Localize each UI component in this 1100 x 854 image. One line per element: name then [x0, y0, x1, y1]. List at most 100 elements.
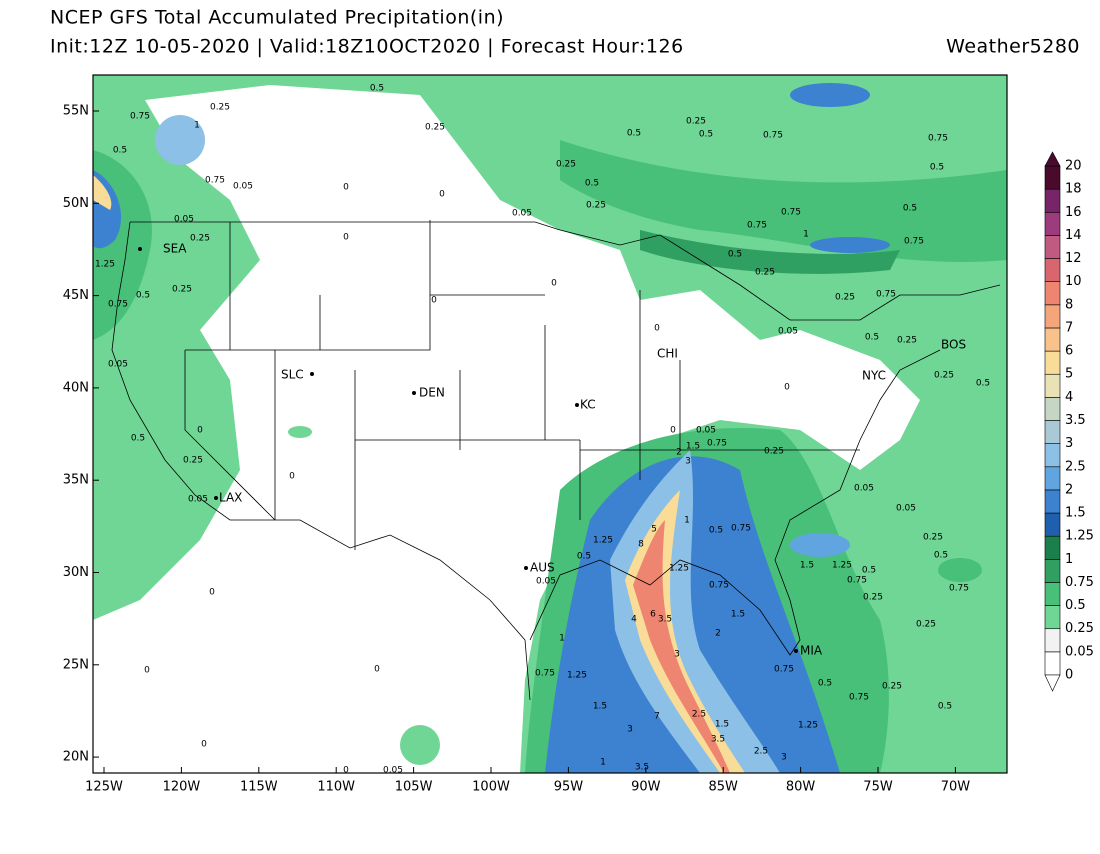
colorbar-box: [1044, 466, 1061, 491]
lat-label: 30N: [63, 565, 89, 580]
lon-label: 70W: [941, 780, 971, 795]
contour-label: 1.25: [567, 671, 587, 681]
contour-label: 1: [684, 516, 690, 526]
colorbar-box: [1044, 559, 1061, 583]
colorbar-box: [1044, 420, 1061, 444]
contour-label: 0.5: [903, 204, 917, 214]
contour-label: 5: [651, 525, 657, 535]
colorbar-box: [1044, 211, 1061, 236]
city-label: DEN: [419, 386, 445, 400]
contour-label: 0.25: [764, 447, 784, 457]
contour-label: 0.05: [108, 360, 128, 370]
contour-label: 0: [654, 324, 660, 334]
contour-label: 0.75: [904, 237, 924, 247]
colorbar-box: [1044, 281, 1061, 306]
contour-label: 0: [551, 279, 557, 289]
contour-label: 0.05: [696, 426, 716, 436]
contour-label: 0: [209, 588, 215, 598]
contour-label: 4: [631, 615, 637, 625]
lat-label: 20N: [63, 750, 89, 765]
colorbar-box: [1044, 258, 1061, 282]
colorbar-label: 18: [1065, 182, 1082, 197]
credit: Weather5280: [946, 36, 1080, 58]
contour-label: 0.75: [205, 176, 225, 186]
contour-label: 0.5: [136, 291, 150, 301]
lon-label: 120W: [163, 780, 201, 795]
city-dot: [575, 403, 579, 407]
contour-label: 1: [803, 230, 809, 240]
colorbar-label: 0.75: [1065, 575, 1094, 590]
colorbar-label: 1.25: [1065, 529, 1094, 544]
colorbar-box: [1044, 651, 1061, 676]
contour-label: 0.5: [728, 250, 742, 260]
contour-label: 2.5: [692, 710, 706, 720]
colorbar-box: [1044, 512, 1061, 537]
contour-label: 0.25: [210, 103, 230, 113]
lat-label: 45N: [63, 288, 89, 303]
city-dot: [138, 247, 142, 251]
contour-label: 0.5: [930, 163, 944, 173]
city-dot: [214, 496, 218, 500]
contour-label: 0.75: [535, 669, 555, 679]
contour-label: 1.25: [798, 721, 818, 731]
lon-label: 110W: [317, 780, 355, 795]
colorbar-box: [1044, 443, 1061, 468]
contour-label: 3: [674, 650, 680, 660]
lat-label: 25N: [63, 657, 89, 672]
colorbar-label: 3.5: [1065, 413, 1086, 428]
contour-label: 0.05: [536, 577, 556, 587]
contour-label: 0.05: [383, 766, 403, 776]
contour-label: 0: [343, 766, 349, 776]
contour-label: 0.75: [707, 439, 727, 449]
field-band: [633, 520, 730, 773]
city-label: MIA: [800, 644, 823, 658]
field-blob: [938, 558, 982, 582]
colorbar-box: [1044, 535, 1061, 560]
contour-label: 0.75: [747, 221, 767, 231]
colorbar-label: 12: [1065, 251, 1082, 266]
contour-label: 0.75: [781, 208, 801, 218]
contour-label: 2.5: [754, 747, 768, 757]
contour-label: 0.25: [586, 201, 606, 211]
contour-label: 0.5: [938, 702, 952, 712]
contour-label: 1.25: [832, 561, 852, 571]
field-dry: [93, 85, 920, 773]
contour-label: 0.5: [865, 333, 879, 343]
city-label: NYC: [862, 369, 886, 383]
contour-label: 3: [627, 725, 633, 735]
state-line: [184, 220, 860, 550]
contour-label: 0.75: [709, 581, 729, 591]
field-blob: [790, 533, 850, 557]
map-frame: [92, 74, 1008, 774]
colorbar-label: 6: [1065, 344, 1073, 359]
colorbar-label: 2.5: [1065, 459, 1086, 474]
field-blob: [288, 426, 312, 438]
contour-label: 0.25: [556, 160, 576, 170]
contour-label: 7: [654, 712, 660, 722]
lon-label: 85W: [708, 780, 738, 795]
contour-label: 1.25: [95, 260, 115, 270]
lon-label: 115W: [240, 780, 278, 795]
city-label: SLC: [281, 368, 304, 382]
contour-label: 0: [439, 190, 445, 200]
contour-label: 3.5: [658, 615, 672, 625]
contour-label: 3.5: [635, 763, 649, 773]
contour-label: 1.25: [669, 564, 689, 574]
lon-label: 95W: [554, 780, 584, 795]
contour-label: 1: [194, 121, 200, 131]
contour-label: 0.5: [709, 526, 723, 536]
city-dot: [310, 372, 314, 376]
contour-label: 0.25: [425, 123, 445, 133]
contour-label: 0.25: [863, 593, 883, 603]
colorbar-label: 4: [1065, 390, 1073, 405]
colorbar-box: [1044, 304, 1061, 329]
lat-label: 55N: [63, 104, 89, 119]
contour-label: 0.75: [876, 290, 896, 300]
contour-label: 2: [715, 629, 721, 639]
contour-label: 8: [638, 540, 644, 550]
contour-label: 1.5: [715, 720, 729, 730]
field-blob: [400, 725, 440, 765]
field-blob: [790, 83, 870, 107]
field-pnw: [93, 175, 112, 210]
contour-label: 0: [289, 472, 295, 482]
